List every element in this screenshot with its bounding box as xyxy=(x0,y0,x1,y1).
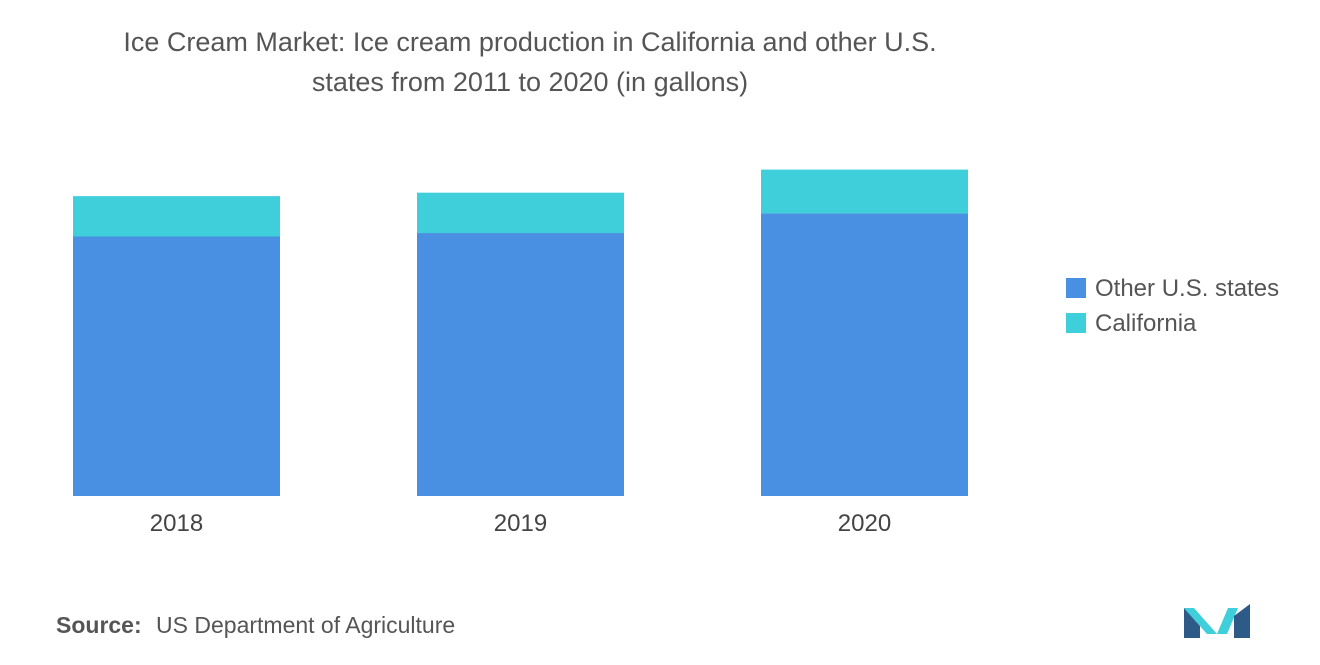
legend-swatch-other-states xyxy=(1066,278,1086,298)
x-tick-label-2020: 2020 xyxy=(838,510,891,537)
legend: Other U.S. states California xyxy=(1066,275,1279,337)
legend-label-california: California xyxy=(1095,310,1197,337)
logo-mid-stroke xyxy=(1184,608,1217,634)
bar-other-states-2020 xyxy=(761,213,968,496)
logo-left-stroke xyxy=(1184,608,1200,638)
legend-swatch-california xyxy=(1066,313,1086,333)
source-label: Source: xyxy=(56,612,142,638)
bar-california-2020 xyxy=(761,169,968,214)
bar-other-states-2018 xyxy=(73,236,280,496)
bar-california-2019 xyxy=(417,192,624,234)
x-tick-label-2018: 2018 xyxy=(150,510,203,537)
bar-other-states-2019 xyxy=(417,233,624,497)
chart-title-line-2: states from 2011 to 2020 (in gallons) xyxy=(311,67,749,97)
source-note: Source: US Department of Agriculture xyxy=(56,612,455,639)
bar-california-2018 xyxy=(73,196,280,237)
bars-layer xyxy=(73,169,968,497)
logo-right-mid-stroke xyxy=(1217,608,1238,634)
source-text: US Department of Agriculture xyxy=(156,612,456,638)
x-tick-label-2019: 2019 xyxy=(494,510,547,537)
mordor-logo-icon xyxy=(1184,604,1250,638)
chart-title: Ice Cream Market: Ice cream production i… xyxy=(0,22,1060,102)
logo-right-stroke xyxy=(1234,604,1250,638)
x-axis-ticks: 2018 2019 2020 xyxy=(150,510,891,537)
chart-title-line-1: Ice Cream Market: Ice cream production i… xyxy=(123,27,937,57)
legend-label-other-states: Other U.S. states xyxy=(1095,275,1279,302)
